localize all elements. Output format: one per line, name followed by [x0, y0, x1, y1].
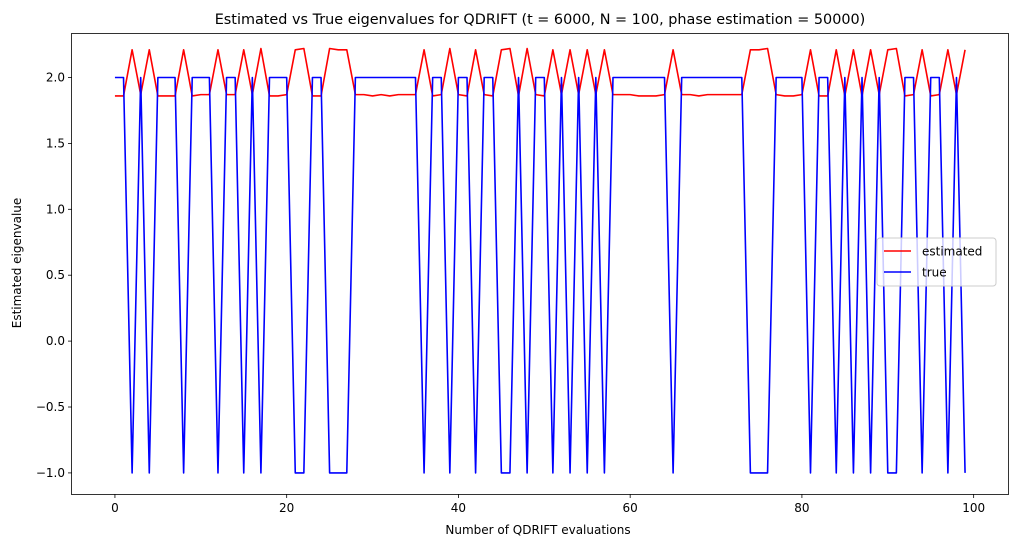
y-tick-label: −1.0 — [36, 466, 65, 480]
y-tick-label: 0.5 — [46, 268, 65, 282]
legend-label-true: true — [922, 266, 947, 280]
x-axis: 0 20 40 60 80 100 — [111, 494, 985, 515]
x-tick-label: 80 — [794, 501, 809, 515]
series-layer — [114, 47, 966, 474]
chart-title: Estimated vs True eigenvalues for QDRIFT… — [215, 12, 866, 28]
y-tick-label: 1.5 — [46, 136, 65, 150]
x-tick-label: 40 — [451, 501, 466, 515]
series-line-true — [114, 76, 966, 474]
x-tick-label: 100 — [962, 501, 985, 515]
legend-label-estimated: estimated — [922, 245, 982, 259]
y-tick-label: 1.0 — [46, 202, 65, 216]
series-line-estimated — [114, 47, 966, 97]
legend: estimated true — [876, 237, 997, 287]
x-axis-label: Number of QDRIFT evaluations — [445, 523, 630, 537]
y-tick-label: −0.5 — [36, 400, 65, 414]
y-tick-label: 2.0 — [46, 70, 65, 84]
x-tick-label: 60 — [623, 501, 638, 515]
legend-frame — [876, 237, 997, 287]
x-tick-label: 20 — [279, 501, 294, 515]
y-axis-label: Estimated eigenvalue — [10, 198, 24, 329]
y-axis: −1.0 −0.5 0.0 0.5 1.0 1.5 2.0 — [36, 70, 72, 480]
x-tick-label: 0 — [111, 501, 119, 515]
y-tick-label: 0.0 — [46, 334, 65, 348]
axes-frame — [71, 33, 1009, 495]
